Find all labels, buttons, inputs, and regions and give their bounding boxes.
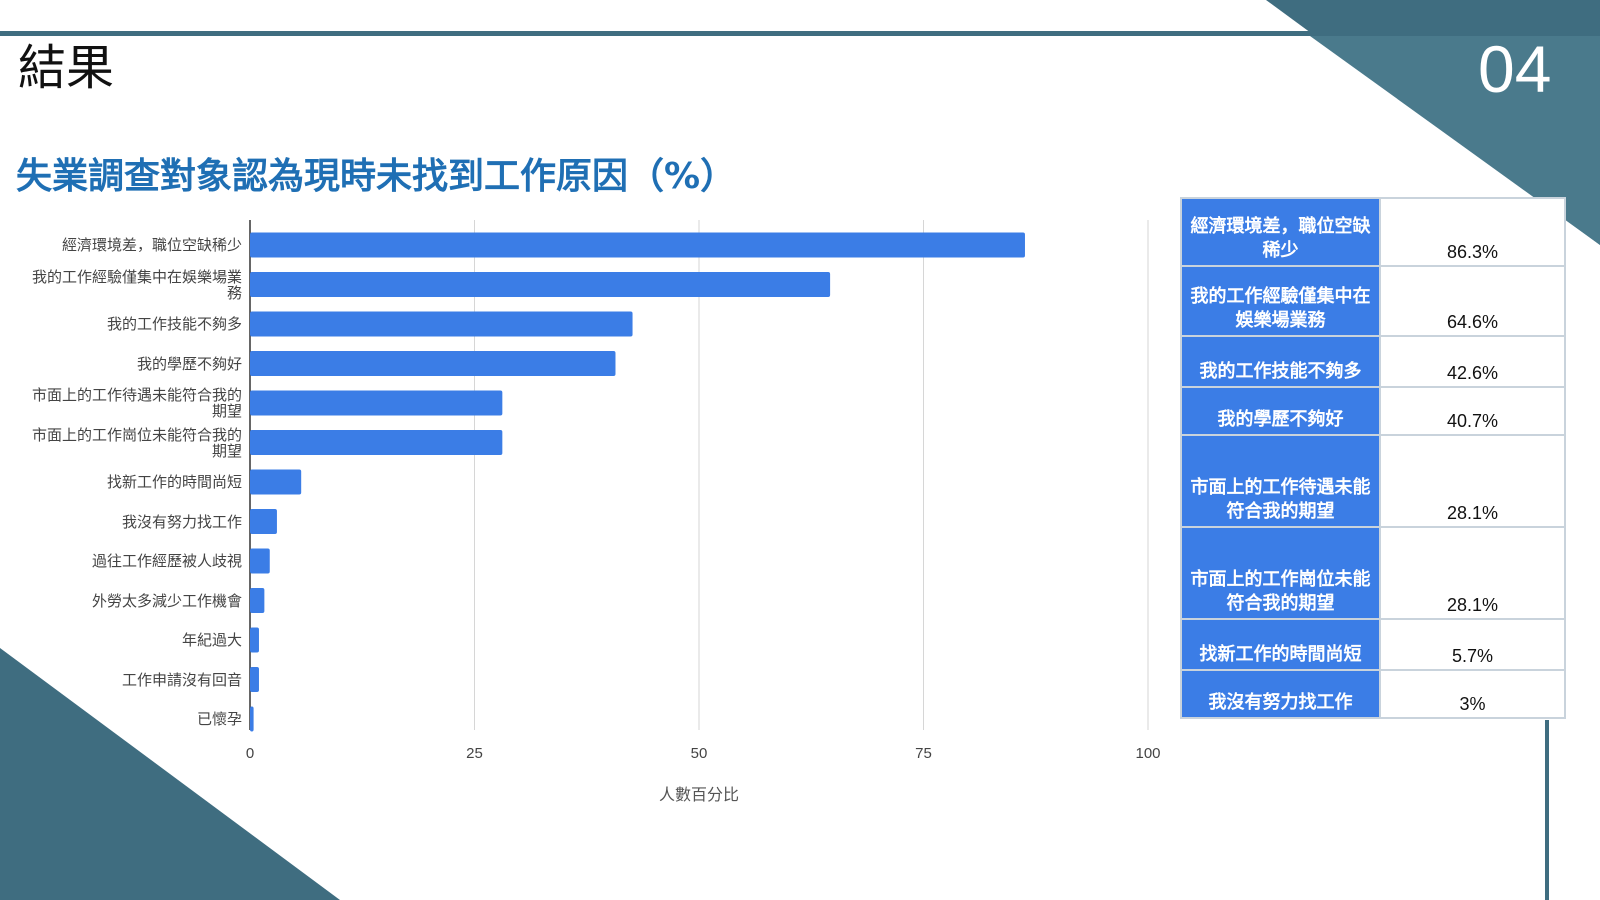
bar bbox=[250, 469, 302, 495]
x-axis-title: 人數百分比 bbox=[659, 785, 739, 804]
table-cell-value: 28.1% bbox=[1379, 526, 1566, 620]
bar bbox=[250, 627, 259, 653]
table-row: 市面上的工作待遇未能符合我的期望 28.1% bbox=[1180, 434, 1566, 528]
bar bbox=[250, 311, 633, 337]
table-cell-label: 我的工作技能不夠多 bbox=[1180, 335, 1381, 388]
category-label: 經濟環境差，職位空缺稀少 bbox=[61, 236, 242, 254]
category-label: 找新工作的時間尚短 bbox=[106, 473, 242, 491]
bar bbox=[250, 706, 254, 732]
table-row: 我沒有努力找工作 3% bbox=[1180, 669, 1566, 719]
right-divider bbox=[1545, 720, 1549, 900]
bar bbox=[250, 232, 1025, 258]
chart-title: 失業調查對象認為現時未找到工作原因（%） bbox=[16, 156, 737, 197]
table-cell-value: 5.7% bbox=[1379, 618, 1566, 671]
table-row: 找新工作的時間尚短 5.7% bbox=[1180, 618, 1566, 671]
table-cell-value: 40.7% bbox=[1379, 386, 1566, 436]
table-row: 我的工作技能不夠多 42.6% bbox=[1180, 335, 1566, 388]
category-label: 市面上的工作待遇未能符合我的期望 bbox=[31, 386, 242, 420]
x-tick-label: 100 bbox=[1135, 745, 1160, 762]
bar bbox=[250, 272, 831, 297]
bar bbox=[250, 351, 616, 376]
category-label: 我沒有努力找工作 bbox=[121, 512, 242, 531]
x-tick-label: 0 bbox=[246, 745, 254, 762]
category-label: 工作申請沒有回音 bbox=[121, 670, 242, 689]
top-divider bbox=[0, 31, 1320, 36]
x-tick-label: 50 bbox=[691, 745, 708, 762]
table-cell-label: 經濟環境差，職位空缺稀少 bbox=[1180, 197, 1381, 267]
table-cell-label: 我的工作經驗僅集中在娛樂場業務 bbox=[1180, 265, 1381, 337]
table-cell-label: 我沒有努力找工作 bbox=[1180, 669, 1381, 719]
table-row: 我的學歷不夠好 40.7% bbox=[1180, 386, 1566, 436]
table-cell-value: 28.1% bbox=[1379, 434, 1566, 528]
bar-chart: 0 25 50 75 100 人數百分比 bbox=[246, 220, 1161, 804]
table-cell-label: 市面上的工作崗位未能符合我的期望 bbox=[1180, 526, 1381, 620]
bar bbox=[250, 588, 265, 613]
bar bbox=[250, 509, 277, 534]
category-label: 我的工作技能不夠多 bbox=[106, 315, 242, 333]
category-label: 我的學歷不夠好 bbox=[136, 354, 242, 373]
table-row: 經濟環境差，職位空缺稀少 86.3% bbox=[1180, 197, 1566, 267]
x-tick-label: 25 bbox=[466, 745, 483, 762]
table-cell-label: 找新工作的時間尚短 bbox=[1180, 618, 1381, 671]
table-row: 市面上的工作崗位未能符合我的期望 28.1% bbox=[1180, 526, 1566, 620]
table-cell-label: 市面上的工作待遇未能符合我的期望 bbox=[1180, 434, 1381, 528]
table-row: 我的工作經驗僅集中在娛樂場業務 64.6% bbox=[1180, 265, 1566, 337]
table-cell-value: 86.3% bbox=[1379, 197, 1566, 267]
bar bbox=[250, 548, 270, 574]
x-tick-label: 75 bbox=[915, 745, 932, 762]
category-label: 年紀過大 bbox=[181, 631, 242, 649]
table-cell-value: 3% bbox=[1379, 669, 1566, 719]
slide-title: 結果 bbox=[18, 40, 115, 96]
category-label: 外勞太多減少工作機會 bbox=[91, 591, 242, 610]
table-cell-value: 64.6% bbox=[1379, 265, 1566, 337]
category-label: 市面上的工作崗位未能符合我的期望 bbox=[31, 425, 242, 460]
category-label: 已懷孕 bbox=[196, 710, 242, 728]
bar bbox=[250, 430, 503, 455]
data-table: 經濟環境差，職位空缺稀少 86.3% 我的工作經驗僅集中在娛樂場業務 64.6% 我的工… bbox=[1180, 197, 1566, 719]
category-label: 過往工作經歷被人歧視 bbox=[91, 552, 242, 570]
bar bbox=[250, 390, 503, 416]
top-right-triangle-light bbox=[1310, 36, 1600, 245]
table-cell-value: 42.6% bbox=[1379, 335, 1566, 388]
bottom-left-triangle bbox=[0, 648, 340, 900]
category-label: 我的工作經驗僅集中在娛樂場業務 bbox=[31, 267, 242, 302]
slide-number: 04 bbox=[1478, 32, 1552, 106]
table-cell-label: 我的學歷不夠好 bbox=[1180, 386, 1381, 436]
bar bbox=[250, 667, 259, 692]
